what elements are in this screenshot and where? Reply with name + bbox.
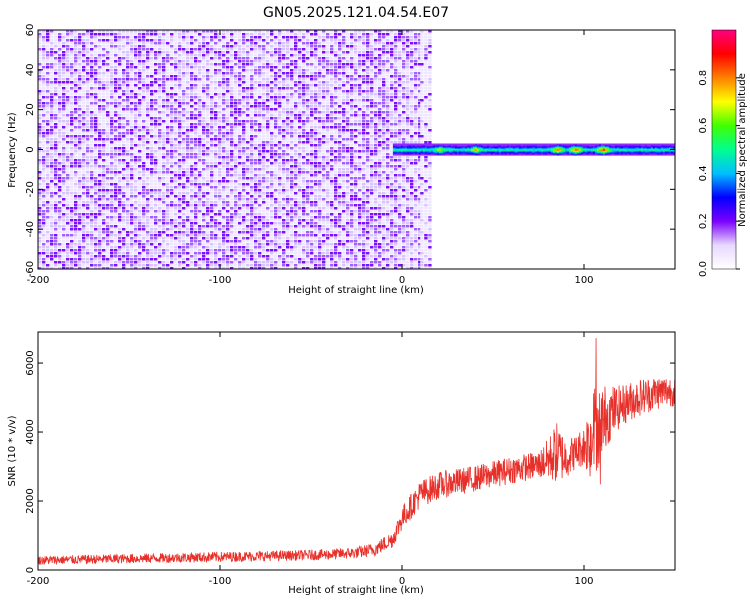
spectrogram-x-tick-label: 0	[399, 275, 405, 286]
spectrogram-y-axis-label: Frequency (Hz)	[7, 112, 18, 188]
heatmap-region-1	[420, 30, 432, 269]
snr-y-tick-label: 0	[25, 567, 36, 573]
snr-x-tick-label: 100	[574, 576, 593, 587]
snr-y-axis-label: SNR (10 * v/v)	[7, 415, 18, 486]
heatmap-region-2	[392, 143, 675, 156]
spectrogram-y-tick-label: -40	[25, 221, 36, 237]
snr-x-tick-label: -100	[209, 576, 232, 587]
spectrogram-x-tick-label: 100	[574, 275, 593, 286]
colorbar-tick-label: 0.0	[698, 261, 709, 277]
spectrogram-x-axis-label: Height of straight line (km)	[288, 285, 424, 296]
colorbar-tick-label: 0.6	[698, 118, 709, 134]
spectrogram-y-tick-label: 0	[25, 146, 36, 152]
spectrogram-x-tick-label: -200	[27, 275, 50, 286]
chart-title: GN05.2025.121.04.54.E07	[263, 5, 449, 21]
spectrogram-x-tick-label: -100	[209, 275, 232, 286]
spectrogram-y-tick-label: -60	[25, 261, 36, 277]
spectrogram-heatmap	[38, 30, 675, 269]
snr-y-tick-label: 2000	[25, 488, 36, 513]
colorbar	[711, 29, 737, 270]
colorbar-axes: 0.0 0.2 0.4 0.6 0.8	[698, 70, 740, 277]
colorbar-tick-label: 0.2	[698, 213, 709, 229]
colorbar-tick-label: 0.4	[698, 165, 709, 181]
spectrogram-y-tick-label: 60	[25, 24, 36, 37]
snr-x-axis-label: Height of straight line (km)	[288, 585, 424, 596]
spectrogram-y-tick-label: 20	[25, 103, 36, 116]
spectrogram-y-tick-label: 40	[25, 63, 36, 76]
snr-y-tick-label: 6000	[25, 350, 36, 375]
snr-x-tick-label: 0	[399, 576, 405, 587]
snr-series-line	[38, 338, 675, 565]
snr-line-plot	[38, 338, 675, 565]
colorbar-label: Normalized spectral amplitude	[737, 73, 748, 227]
snr-frame	[37, 331, 676, 571]
snr-y-tick-label: 4000	[25, 419, 36, 444]
heatmap-region-0	[38, 30, 422, 269]
colorbar-tick-label: 0.8	[698, 70, 709, 86]
spectrogram-y-tick-label: -20	[25, 181, 36, 197]
snr-x-tick-label: -200	[27, 576, 50, 587]
